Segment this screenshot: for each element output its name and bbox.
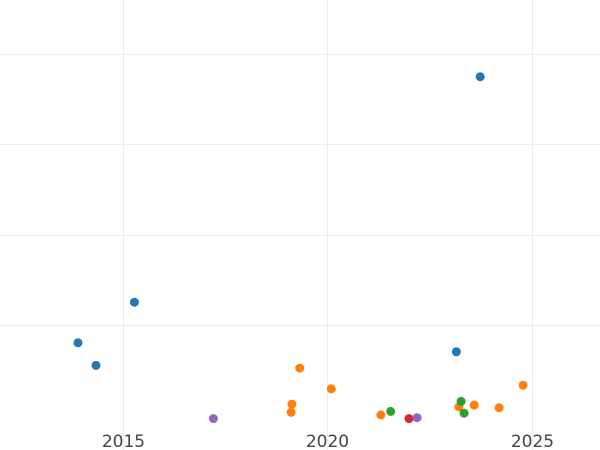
data-point (494, 403, 504, 413)
data-point (295, 363, 305, 373)
data-point (386, 406, 396, 416)
x-tick-label: 2015 (102, 432, 145, 450)
data-point (287, 399, 297, 409)
points-layer (73, 72, 528, 424)
data-point (404, 414, 414, 424)
data-point (469, 400, 479, 410)
x-tick-label: 2025 (511, 432, 554, 450)
data-point (129, 297, 139, 307)
data-point (459, 408, 469, 418)
x-tick-labels: 2015 2020 2025 (102, 432, 554, 450)
data-point (412, 413, 422, 423)
data-point (286, 407, 296, 417)
data-point (451, 347, 461, 357)
data-point (376, 410, 386, 420)
data-point (208, 414, 218, 424)
data-point (475, 72, 485, 82)
data-point (326, 384, 336, 394)
data-point (91, 360, 101, 370)
data-point (73, 338, 83, 348)
data-point (456, 396, 466, 406)
data-point (518, 380, 528, 390)
x-tick-label: 2020 (306, 432, 349, 450)
